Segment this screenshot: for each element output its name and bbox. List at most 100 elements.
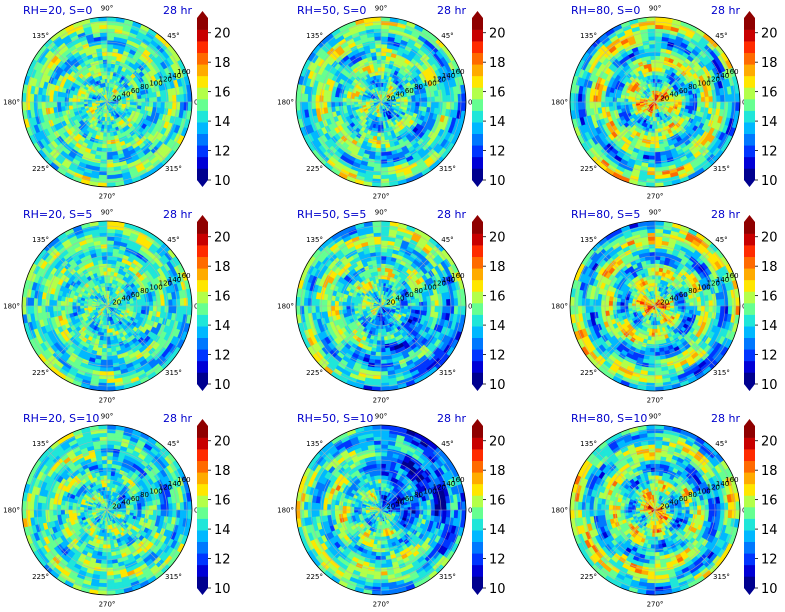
colorbar-segment xyxy=(472,99,483,111)
colorbar-segment xyxy=(197,553,208,566)
colorbar-segment xyxy=(744,518,755,531)
radial-tick-label: 60 xyxy=(405,87,414,95)
colorbar-tick-label: 20 xyxy=(489,231,506,246)
polar-outline xyxy=(295,220,467,392)
angle-tick-label: 0° xyxy=(468,303,476,311)
colorbar-tick-label: 12 xyxy=(489,145,506,160)
radial-tick-label: 140 xyxy=(716,276,729,284)
colorbar: 10 12 14 16 18 20 xyxy=(197,11,231,189)
colorbar-tick-label: 20 xyxy=(214,231,231,246)
angle-tick-label: 315° xyxy=(713,165,730,173)
radial-tick-label: 120 xyxy=(707,484,720,492)
angle-tick-label: 45° xyxy=(715,32,727,40)
angle-tick-label: 135° xyxy=(32,32,49,40)
colorbar-tick-label: 14 xyxy=(214,115,231,130)
colorbar-segment xyxy=(197,460,208,473)
colorbar-tick-label: 10 xyxy=(489,582,506,597)
radial-tick-label: 120 xyxy=(707,76,720,84)
radial-tick-label: 20 xyxy=(386,502,395,510)
radial-tick-label: 120 xyxy=(433,76,446,84)
radial-tick-label: 80 xyxy=(688,287,697,295)
colorbar-segment xyxy=(472,222,483,234)
angle-tick-label: 270° xyxy=(99,397,116,405)
angle-tick-label: 315° xyxy=(713,573,730,581)
colorbar-extend-high xyxy=(472,215,483,222)
colorbar-segment xyxy=(472,168,483,181)
polar-panel: 204060801001201401600°45°90°135°180°225°… xyxy=(3,412,202,609)
colorbar-segment xyxy=(472,360,483,373)
colorbar-segment xyxy=(472,460,483,473)
colorbar-tick-label: 16 xyxy=(761,86,778,101)
radial-tick-label: 160 xyxy=(725,272,738,280)
radial-tick-label: 120 xyxy=(707,280,720,288)
angle-tick-label: 135° xyxy=(32,440,49,448)
colorbar-tick-label: 20 xyxy=(761,27,778,42)
angle-tick-label: 45° xyxy=(441,440,453,448)
angle-tick-label: 135° xyxy=(580,32,597,40)
angle-tick-label: 225° xyxy=(580,369,597,377)
colorbar-segment xyxy=(744,64,755,77)
radial-tick-label: 160 xyxy=(451,476,464,484)
colorbar-segment xyxy=(744,564,755,577)
colorbar-segment xyxy=(197,483,208,496)
angle-tick-label: 315° xyxy=(165,573,182,581)
colorbar-tick-label: 20 xyxy=(489,27,506,42)
angle-tick-label: 270° xyxy=(647,601,664,609)
angle-tick-label: 90° xyxy=(101,209,113,217)
colorbar-segment xyxy=(472,326,483,339)
colorbar-tick-label: 16 xyxy=(214,290,231,305)
colorbar-tick-label: 20 xyxy=(489,435,506,450)
colorbar-segment xyxy=(744,576,755,589)
colorbar-segment xyxy=(472,553,483,566)
colorbar-segment xyxy=(197,530,208,543)
radial-tick-label: 140 xyxy=(168,480,181,488)
colorbar-segment xyxy=(197,168,208,181)
angle-tick-label: 90° xyxy=(375,5,387,13)
panel-time-label: 28 hr xyxy=(711,4,740,17)
colorbar-segment xyxy=(472,541,483,554)
radial-tick-label: 20 xyxy=(112,94,121,102)
colorbar-tick-label: 20 xyxy=(761,231,778,246)
angle-tick-label: 45° xyxy=(441,32,453,40)
radial-tick-label: 140 xyxy=(168,72,181,80)
radial-tick-label: 120 xyxy=(159,484,172,492)
colorbar: 10 12 14 16 18 20 xyxy=(744,419,778,597)
colorbar-tick-label: 14 xyxy=(489,319,506,334)
colorbar-segment xyxy=(472,233,483,246)
angle-tick-label: 180° xyxy=(551,507,568,515)
colorbar-extend-low xyxy=(197,384,208,391)
angle-tick-label: 315° xyxy=(439,369,456,377)
colorbar-extend-high xyxy=(744,215,755,222)
angle-tick-label: 270° xyxy=(373,397,390,405)
radial-tick-label: 20 xyxy=(112,502,121,510)
colorbar-segment xyxy=(197,122,208,135)
colorbar-segment xyxy=(744,145,755,158)
colorbar-segment xyxy=(744,337,755,350)
colorbar-segment xyxy=(472,437,483,450)
colorbar-segment xyxy=(472,507,483,519)
colorbar-segment xyxy=(472,145,483,158)
radial-tick-label: 100 xyxy=(697,487,710,495)
colorbar-segment xyxy=(744,222,755,234)
colorbar-segment xyxy=(744,87,755,100)
colorbar-extend-high xyxy=(197,215,208,222)
colorbar-extend-low xyxy=(472,384,483,391)
panel-title: RH=50, S=10 xyxy=(297,412,373,425)
polar-panel: 204060801001201401600°45°90°135°180°225°… xyxy=(551,4,750,201)
colorbar-segment xyxy=(744,460,755,473)
radial-tick-label: 120 xyxy=(159,76,172,84)
colorbar-segment xyxy=(197,18,208,30)
colorbar-tick-label: 14 xyxy=(214,319,231,334)
radial-tick-label: 80 xyxy=(688,83,697,91)
colorbar-segment xyxy=(744,245,755,258)
polar-outline xyxy=(21,16,193,188)
colorbar-segment xyxy=(197,349,208,362)
angle-tick-label: 45° xyxy=(441,236,453,244)
colorbar-extend-low xyxy=(744,180,755,187)
colorbar-segment xyxy=(472,110,483,123)
angle-tick-label: 90° xyxy=(649,413,661,421)
radial-tick-label: 100 xyxy=(697,283,710,291)
colorbar-segment xyxy=(197,507,208,519)
angle-tick-label: 90° xyxy=(101,413,113,421)
colorbar: 10 12 14 16 18 20 xyxy=(197,419,231,597)
